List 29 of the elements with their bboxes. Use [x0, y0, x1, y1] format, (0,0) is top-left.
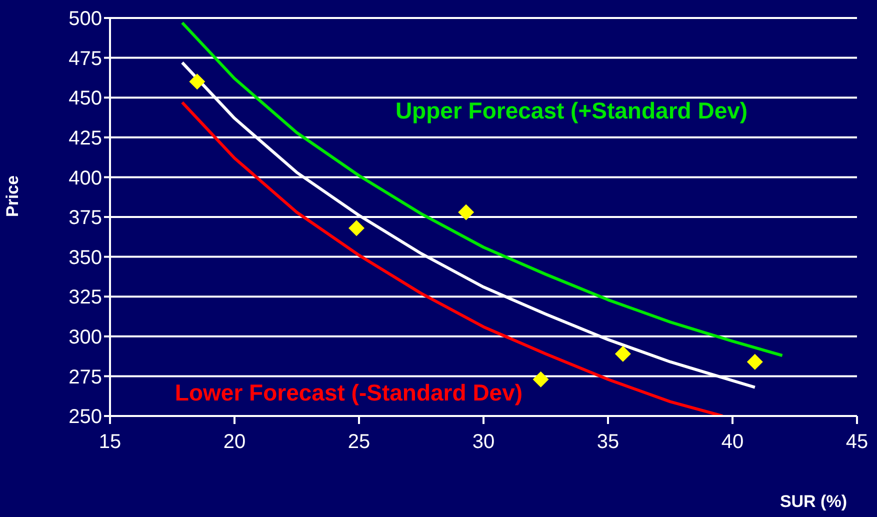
y-tick-label: 250 [68, 406, 102, 428]
y-tick-label: 375 [68, 207, 102, 230]
x-tick-label: 15 [98, 431, 122, 454]
y-tick-label: 325 [68, 286, 102, 309]
y-tick-label: 275 [68, 366, 102, 388]
point [189, 74, 206, 90]
y-tick-label: 450 [68, 88, 102, 110]
y-tick-label: 300 [68, 326, 102, 348]
x-tick-label: 20 [223, 431, 246, 454]
y-tick-label: 400 [68, 167, 102, 190]
text: Upper Forecast (+Standard Dev) [395, 97, 748, 124]
line-series [180, 21, 784, 358]
x-tick-label: 25 [348, 431, 370, 454]
x-axis-title: SUR (%) [780, 492, 847, 511]
y-axis-title: Price [3, 175, 22, 217]
x-tick-label: 40 [721, 431, 744, 454]
point [458, 204, 474, 220]
point [746, 354, 763, 370]
x-tick-label: 35 [596, 431, 620, 454]
series-label: Lower Forecast (-Standard Dev) [174, 379, 523, 406]
x-tick-label: 45 [846, 431, 868, 454]
y-tick-label: 425 [68, 128, 102, 150]
point [614, 346, 631, 362]
point [532, 371, 549, 388]
point [348, 220, 365, 236]
y-tick-label: 500 [68, 8, 102, 30]
y-tick-label: 475 [68, 48, 102, 70]
y-tick-label: 350 [68, 246, 102, 269]
x-tick-label: 30 [472, 431, 495, 454]
